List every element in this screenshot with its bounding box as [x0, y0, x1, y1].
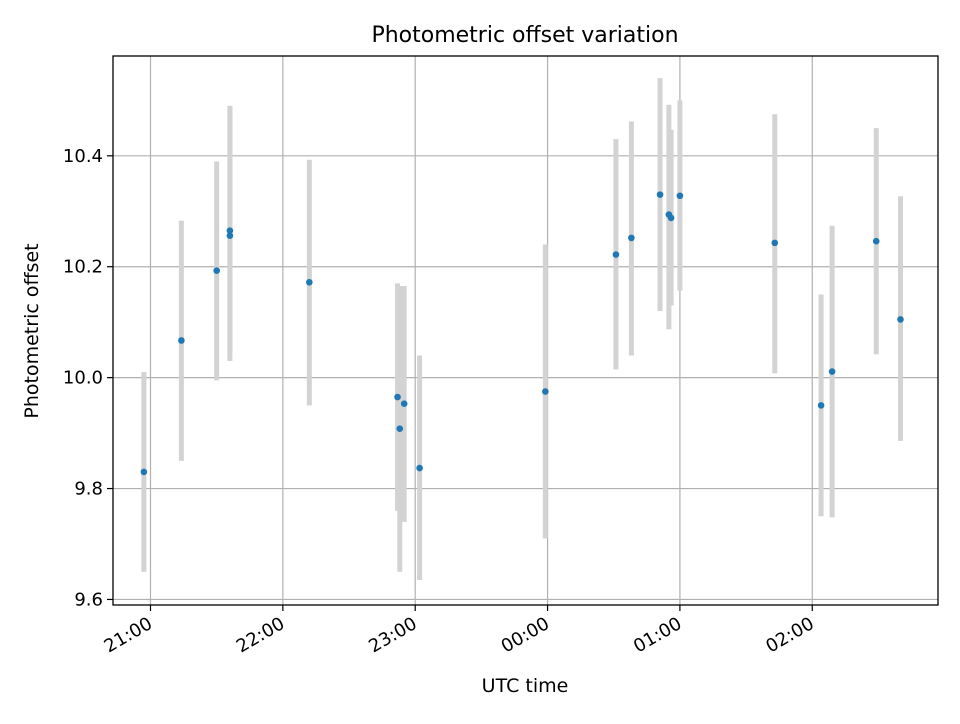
data-point: [771, 239, 779, 247]
data-point: [612, 251, 620, 258]
x-tick-label: 01:00: [630, 613, 685, 657]
y-tick-label: 9.6: [74, 589, 103, 610]
x-tick-label: 23:00: [365, 613, 420, 657]
grid-layer: [113, 56, 938, 605]
x-tick-label: 00:00: [498, 613, 553, 657]
data-point: [178, 337, 185, 344]
errorbar-layer: [141, 78, 903, 581]
data-point: [542, 388, 549, 395]
data-point: [396, 425, 404, 432]
data-point: [872, 237, 880, 245]
data-point: [628, 234, 635, 242]
y-tick-label: 10.4: [63, 146, 103, 167]
data-point: [897, 316, 904, 323]
x-axis-label: UTC time: [482, 675, 569, 697]
tick-layer: 21:00 22:00 23:00 00:00 01:00 02:00 9.6 9.8 10.0…: [63, 146, 818, 657]
y-tick-label: 10.0: [63, 368, 103, 389]
x-tick-label: 22:00: [233, 613, 288, 657]
data-point: [394, 393, 401, 401]
y-axis-label: Photometric offset: [21, 243, 43, 418]
x-tick-label: 02:00: [762, 613, 817, 657]
y-tick-label: 9.8: [74, 479, 103, 500]
data-point: [400, 400, 408, 408]
data-point: [667, 214, 675, 222]
data-point: [306, 278, 313, 286]
data-point: [213, 267, 220, 274]
data-point: [226, 232, 234, 239]
data-point: [226, 227, 234, 234]
data-point: [416, 464, 423, 472]
data-point: [676, 192, 684, 200]
data-point: [817, 402, 825, 409]
chart-title: Photometric offset variation: [371, 23, 678, 48]
data-point: [140, 468, 148, 476]
data-point: [656, 191, 664, 198]
data-point: [828, 368, 836, 375]
point-layer: [140, 191, 904, 476]
plot-frame: [112, 55, 939, 606]
y-tick-label: 10.2: [63, 257, 103, 278]
x-tick-label: 21:00: [101, 613, 156, 657]
